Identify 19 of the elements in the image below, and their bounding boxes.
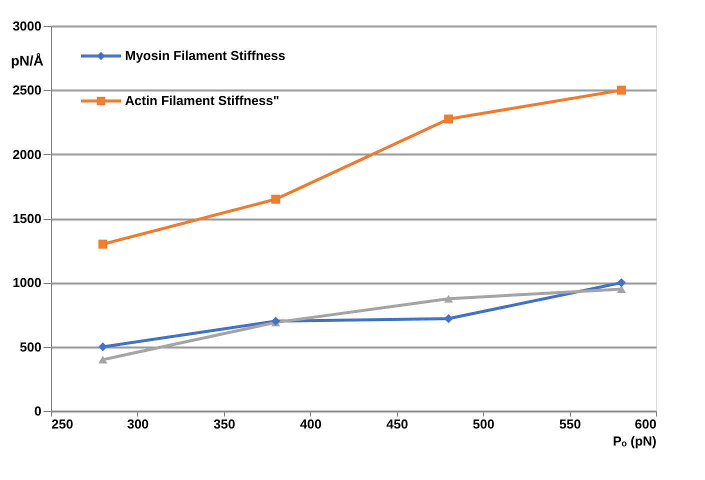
x-tick-label: 350 — [214, 416, 236, 432]
y-tick-label: 3000 — [12, 18, 42, 34]
x-tick-label: 450 — [386, 416, 408, 432]
x-tick-label: 400 — [300, 416, 322, 432]
y-tick-label: 500 — [20, 339, 42, 354]
y-tick-label: 2500 — [12, 82, 42, 98]
legend-label: Actin Filament Stiffness" — [125, 93, 280, 108]
x-axis-title: Pₒ (pN) — [612, 434, 656, 448]
y-axis-title: pN/Å — [10, 52, 44, 68]
x-tick-label: 500 — [472, 416, 494, 432]
x-tick-label: 300 — [127, 416, 149, 432]
x-tick-label: 600 — [634, 416, 656, 432]
x-tick-label: 250 — [52, 416, 74, 432]
x-tick-label: 550 — [559, 416, 581, 432]
legend-label: Myosin Filament Stiffness — [125, 48, 286, 63]
y-tick-label: 1000 — [12, 275, 42, 290]
y-tick-label: 1500 — [12, 211, 42, 226]
y-tick-label: 2000 — [12, 146, 42, 162]
y-tick-label: 0 — [34, 404, 42, 418]
